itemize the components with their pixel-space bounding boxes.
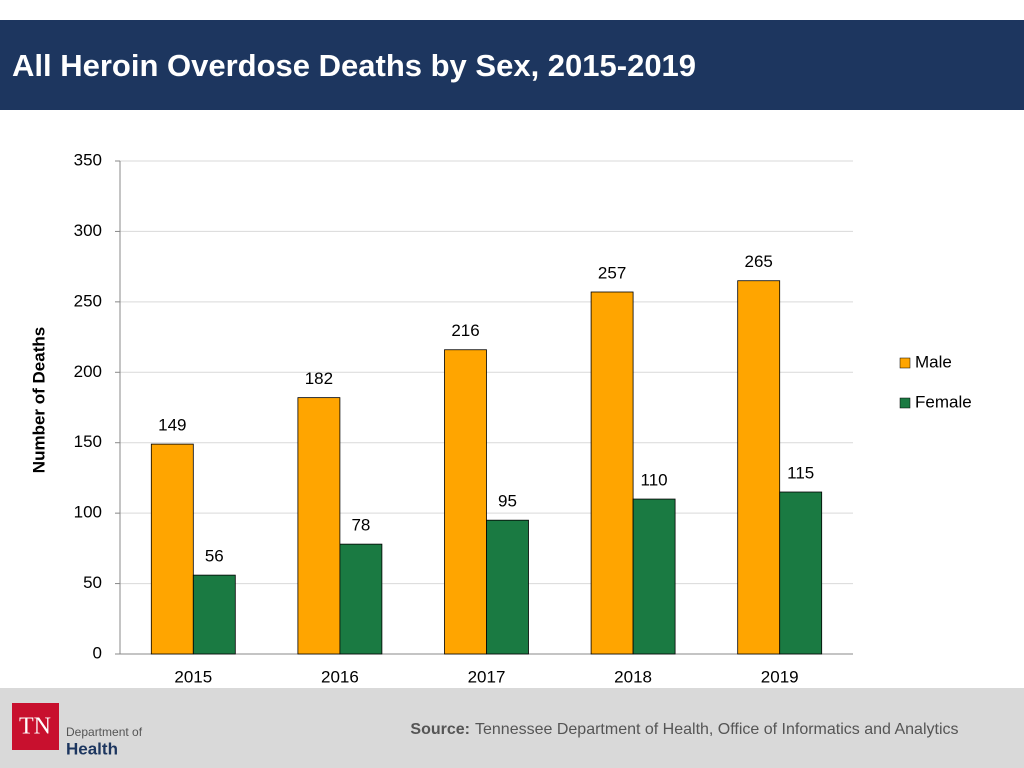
bar xyxy=(150,443,194,655)
value-label: 78 xyxy=(351,516,370,535)
source-label: Source: xyxy=(410,721,470,738)
chart-title: All Heroin Overdose Deaths by Sex, 2015-… xyxy=(12,48,696,83)
bar xyxy=(590,291,634,655)
value-label: 182 xyxy=(305,369,333,388)
logo-line1: Department of xyxy=(66,725,143,739)
x-tick-label: 2018 xyxy=(614,667,652,686)
y-tick-label: 0 xyxy=(93,643,102,662)
x-tick-label: 2017 xyxy=(468,667,506,686)
bar xyxy=(632,498,676,655)
bar xyxy=(486,519,529,655)
bar xyxy=(779,491,823,655)
bar xyxy=(192,574,236,655)
y-tick-label: 50 xyxy=(83,573,102,592)
y-tick-label: 300 xyxy=(74,221,102,240)
legend-label: Female xyxy=(915,392,972,411)
legend-swatch xyxy=(899,397,911,409)
bar xyxy=(339,543,383,655)
value-label: 110 xyxy=(641,471,668,490)
legend-swatch xyxy=(899,357,911,369)
logo-mark xyxy=(12,703,59,750)
logo-text: TN xyxy=(19,714,51,740)
value-label: 115 xyxy=(787,463,814,482)
value-label: 257 xyxy=(598,263,626,282)
bar xyxy=(297,397,341,655)
y-axis-label: Number of Deaths xyxy=(29,327,48,473)
bar xyxy=(737,280,781,655)
source-text: Tennessee Department of Health, Office o… xyxy=(475,721,959,738)
y-tick-label: 350 xyxy=(74,150,102,169)
x-tick-label: 2016 xyxy=(321,667,359,686)
bar xyxy=(444,349,487,655)
y-tick-label: 200 xyxy=(74,362,102,381)
header-bar xyxy=(0,20,1024,110)
value-label: 95 xyxy=(498,492,517,511)
value-label: 56 xyxy=(205,547,224,566)
legend-label: Male xyxy=(915,352,952,371)
value-label: 149 xyxy=(158,416,186,435)
x-tick-label: 2019 xyxy=(761,667,799,686)
logo-line2: Health xyxy=(66,739,118,758)
y-tick-label: 150 xyxy=(74,432,102,451)
footer-bar xyxy=(0,688,1024,768)
value-label: 216 xyxy=(451,321,479,340)
y-tick-label: 100 xyxy=(74,503,102,522)
x-tick-label: 2015 xyxy=(174,667,212,686)
value-label: 265 xyxy=(745,252,773,271)
y-tick-label: 250 xyxy=(74,291,102,310)
